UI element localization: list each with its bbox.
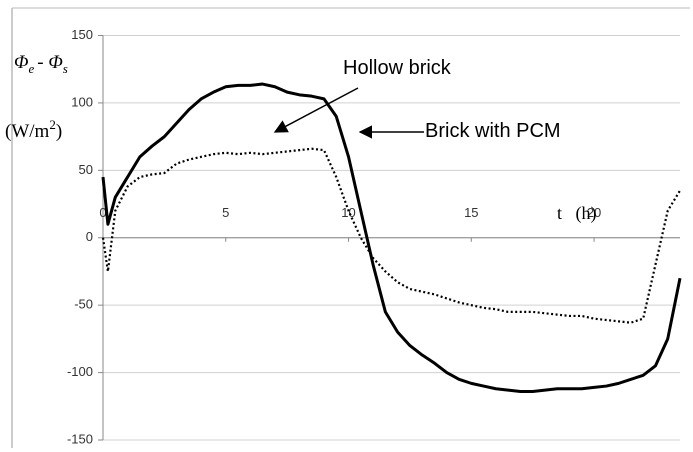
plot-area: -150 -100 -50 0 50 100 150 0 5 10 15 20 <box>67 27 682 446</box>
y-tick-label: 50 <box>79 162 93 177</box>
y-label-part: Φ <box>14 52 28 73</box>
data-line <box>101 147 681 324</box>
y-axis-unit: (W/m2) <box>5 117 62 142</box>
x-tick-label: 10 <box>341 205 355 220</box>
x-axis-label: t (h) <box>557 203 597 224</box>
y-tick-label: 150 <box>71 27 93 42</box>
y-tick-label: -150 <box>67 431 93 446</box>
y-tick-label: -100 <box>67 364 93 379</box>
y-label-part: s <box>63 61 68 76</box>
x-tick-label: 0 <box>99 205 106 220</box>
x-tick-label: 15 <box>464 205 478 220</box>
y-tick-label: -50 <box>74 297 93 312</box>
x-tick-label: 5 <box>222 205 229 220</box>
y-label-part: e <box>28 61 34 76</box>
annotation: Brick with PCM <box>425 120 561 142</box>
y-axis-label: Φe - Φs <box>14 52 68 76</box>
annotation-arrow <box>273 87 359 133</box>
unit-part: 2 <box>49 117 56 132</box>
x-tick-label: 20 <box>587 205 601 220</box>
data-line <box>101 82 682 393</box>
y-label-part: - Φ <box>37 52 63 73</box>
y-tick-label: 100 <box>71 94 93 109</box>
y-tick-label: 0 <box>86 229 93 244</box>
unit-part: (W/m <box>5 121 50 142</box>
annotation: Hollow brick <box>343 57 452 79</box>
unit-part: ) <box>56 121 62 142</box>
